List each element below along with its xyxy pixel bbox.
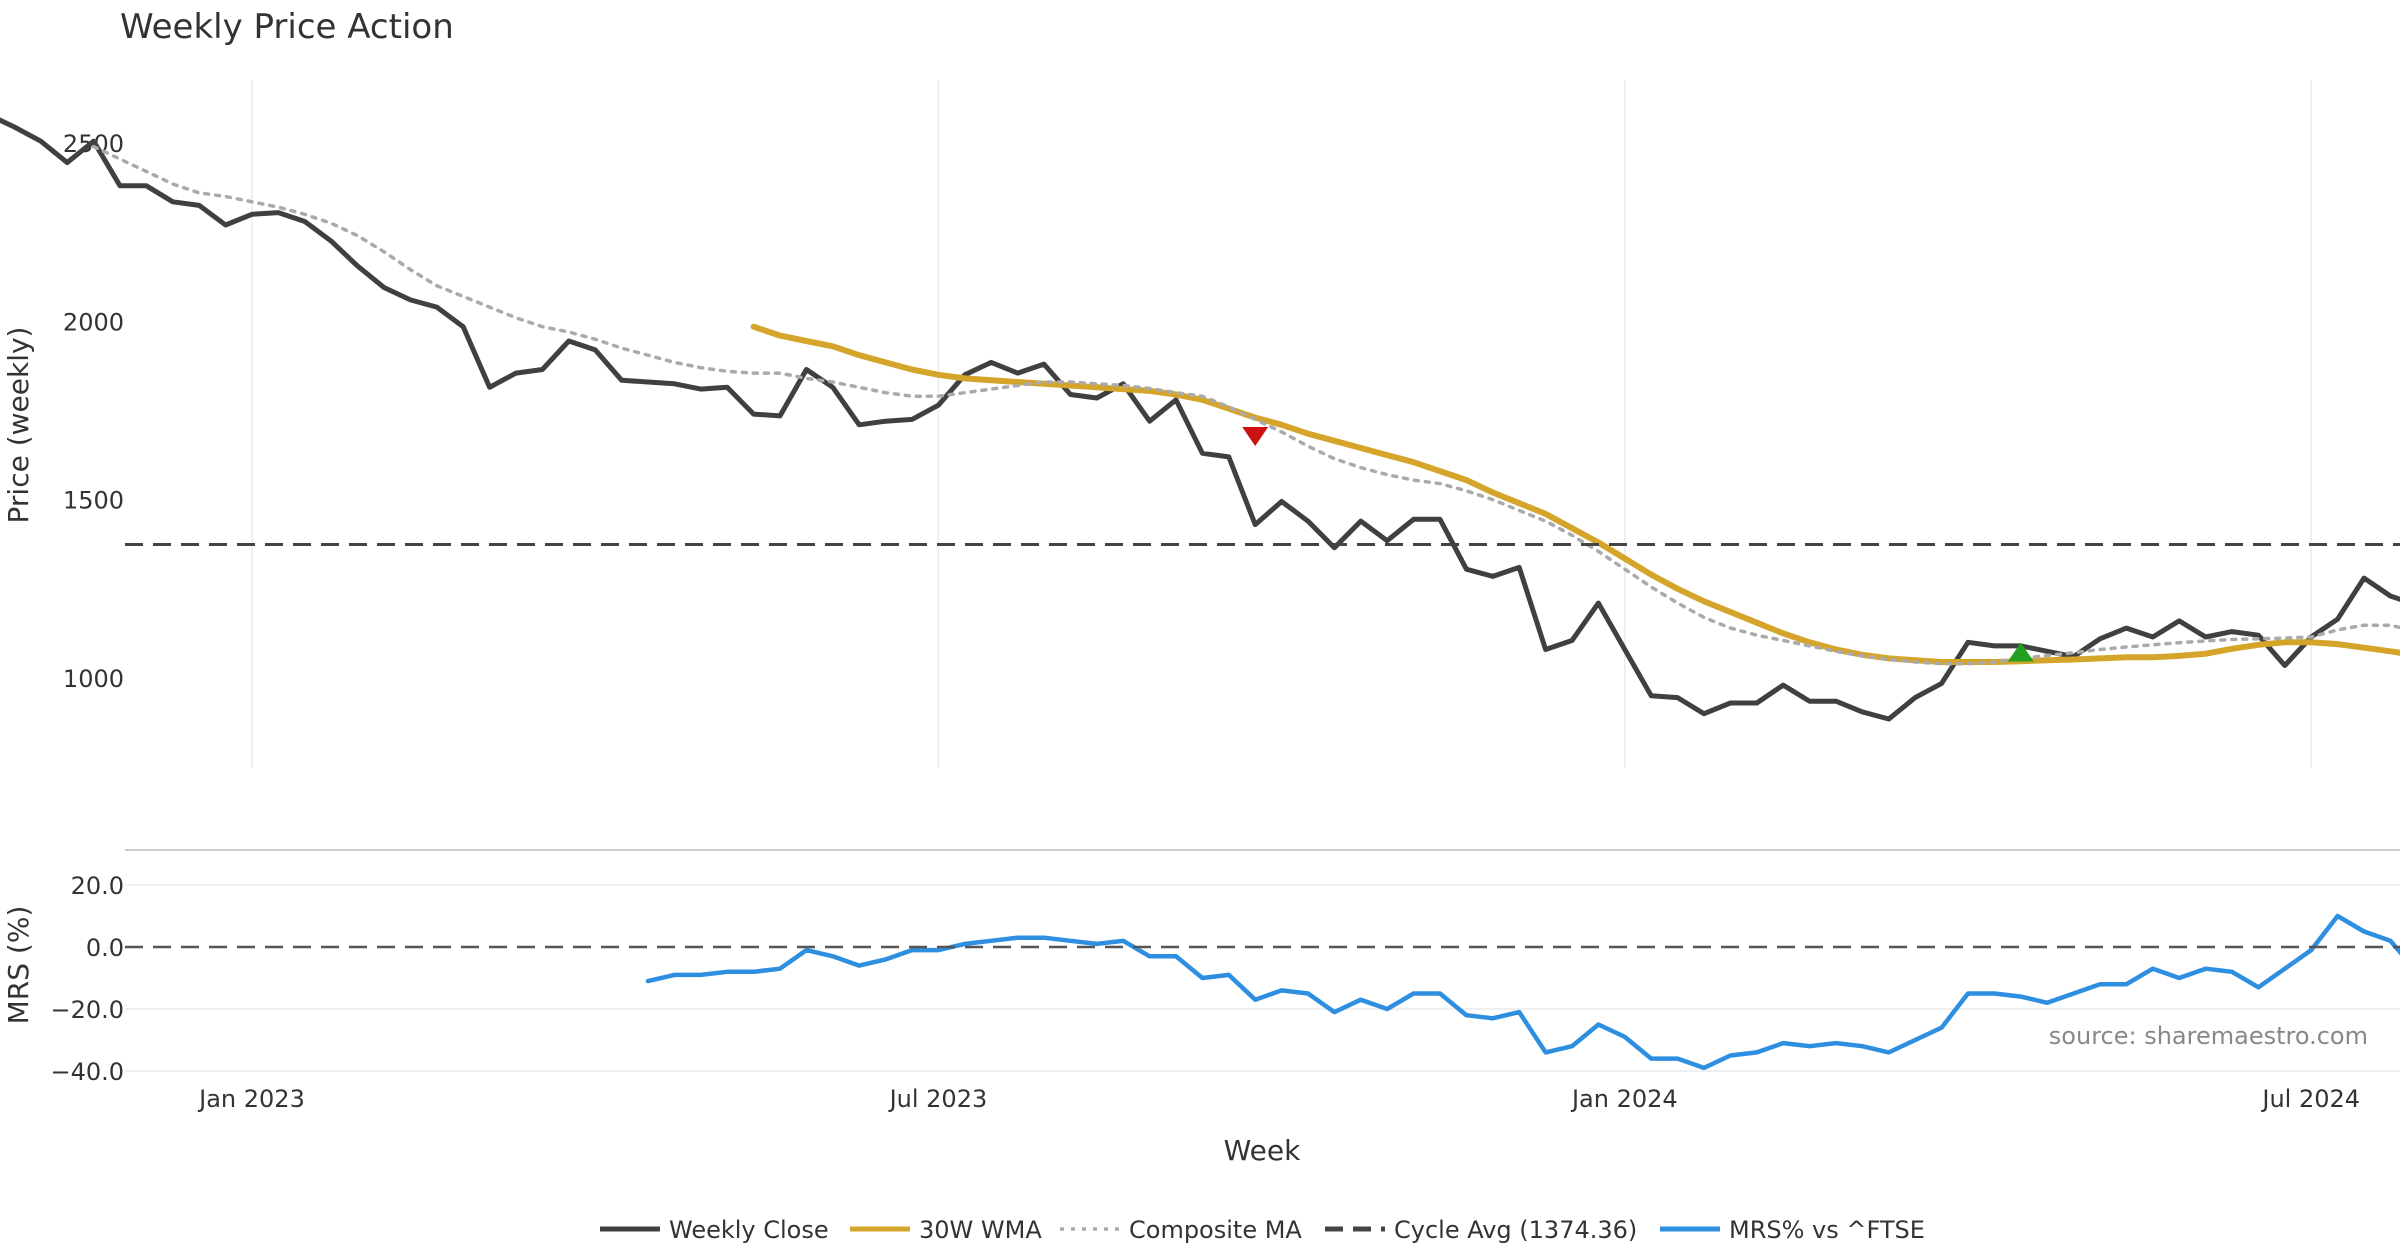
grid-layer	[125, 80, 2400, 1072]
legend: Weekly Close 30W WMA Composite MA Cycle Avg…	[600, 1216, 1925, 1244]
mrs-y-axis-label: MRS (%)	[2, 906, 35, 1025]
wma-30w-line	[750, 323, 2400, 665]
x-axis-label: Week	[1224, 1134, 1301, 1167]
price-y-tick-label: 1000	[63, 665, 124, 693]
price-y-tick-label: 2000	[63, 308, 124, 336]
price-y-axis-label: Price (weekly)	[2, 327, 35, 524]
x-tick-label: Jul 2024	[2260, 1085, 2360, 1113]
sell-marker	[1242, 426, 1269, 446]
composite-ma-line	[91, 144, 2400, 666]
mrs-y-tick-label: −20.0	[50, 996, 124, 1024]
legend-label: Composite MA	[1129, 1216, 1302, 1244]
mrs-y-tick-label: 0.0	[86, 934, 124, 962]
source-note: source: sharemaestro.com	[2049, 1022, 2368, 1050]
weekly-close-line	[0, 117, 2400, 722]
mrs-line	[645, 913, 2400, 1071]
mrs-panel: −40.0 −20.0 0.0 20.0	[50, 872, 2400, 1086]
x-tick-label: Jan 2024	[1570, 1085, 1678, 1113]
legend-label: Cycle Avg (1374.36)	[1394, 1216, 1637, 1244]
legend-label: 30W WMA	[919, 1216, 1042, 1244]
mrs-y-tick-label: −40.0	[50, 1058, 124, 1086]
x-tick-label: Jul 2023	[888, 1085, 988, 1113]
x-tick-label: Jan 2023	[197, 1085, 305, 1113]
legend-label: Weekly Close	[669, 1216, 829, 1244]
buy-marker	[2007, 642, 2034, 662]
price-y-tick-label: 1500	[63, 487, 124, 515]
legend-label: MRS% vs ^FTSE	[1729, 1216, 1925, 1244]
chart-title: Weekly Price Action	[120, 7, 454, 47]
mrs-y-tick-label: 20.0	[71, 872, 124, 900]
